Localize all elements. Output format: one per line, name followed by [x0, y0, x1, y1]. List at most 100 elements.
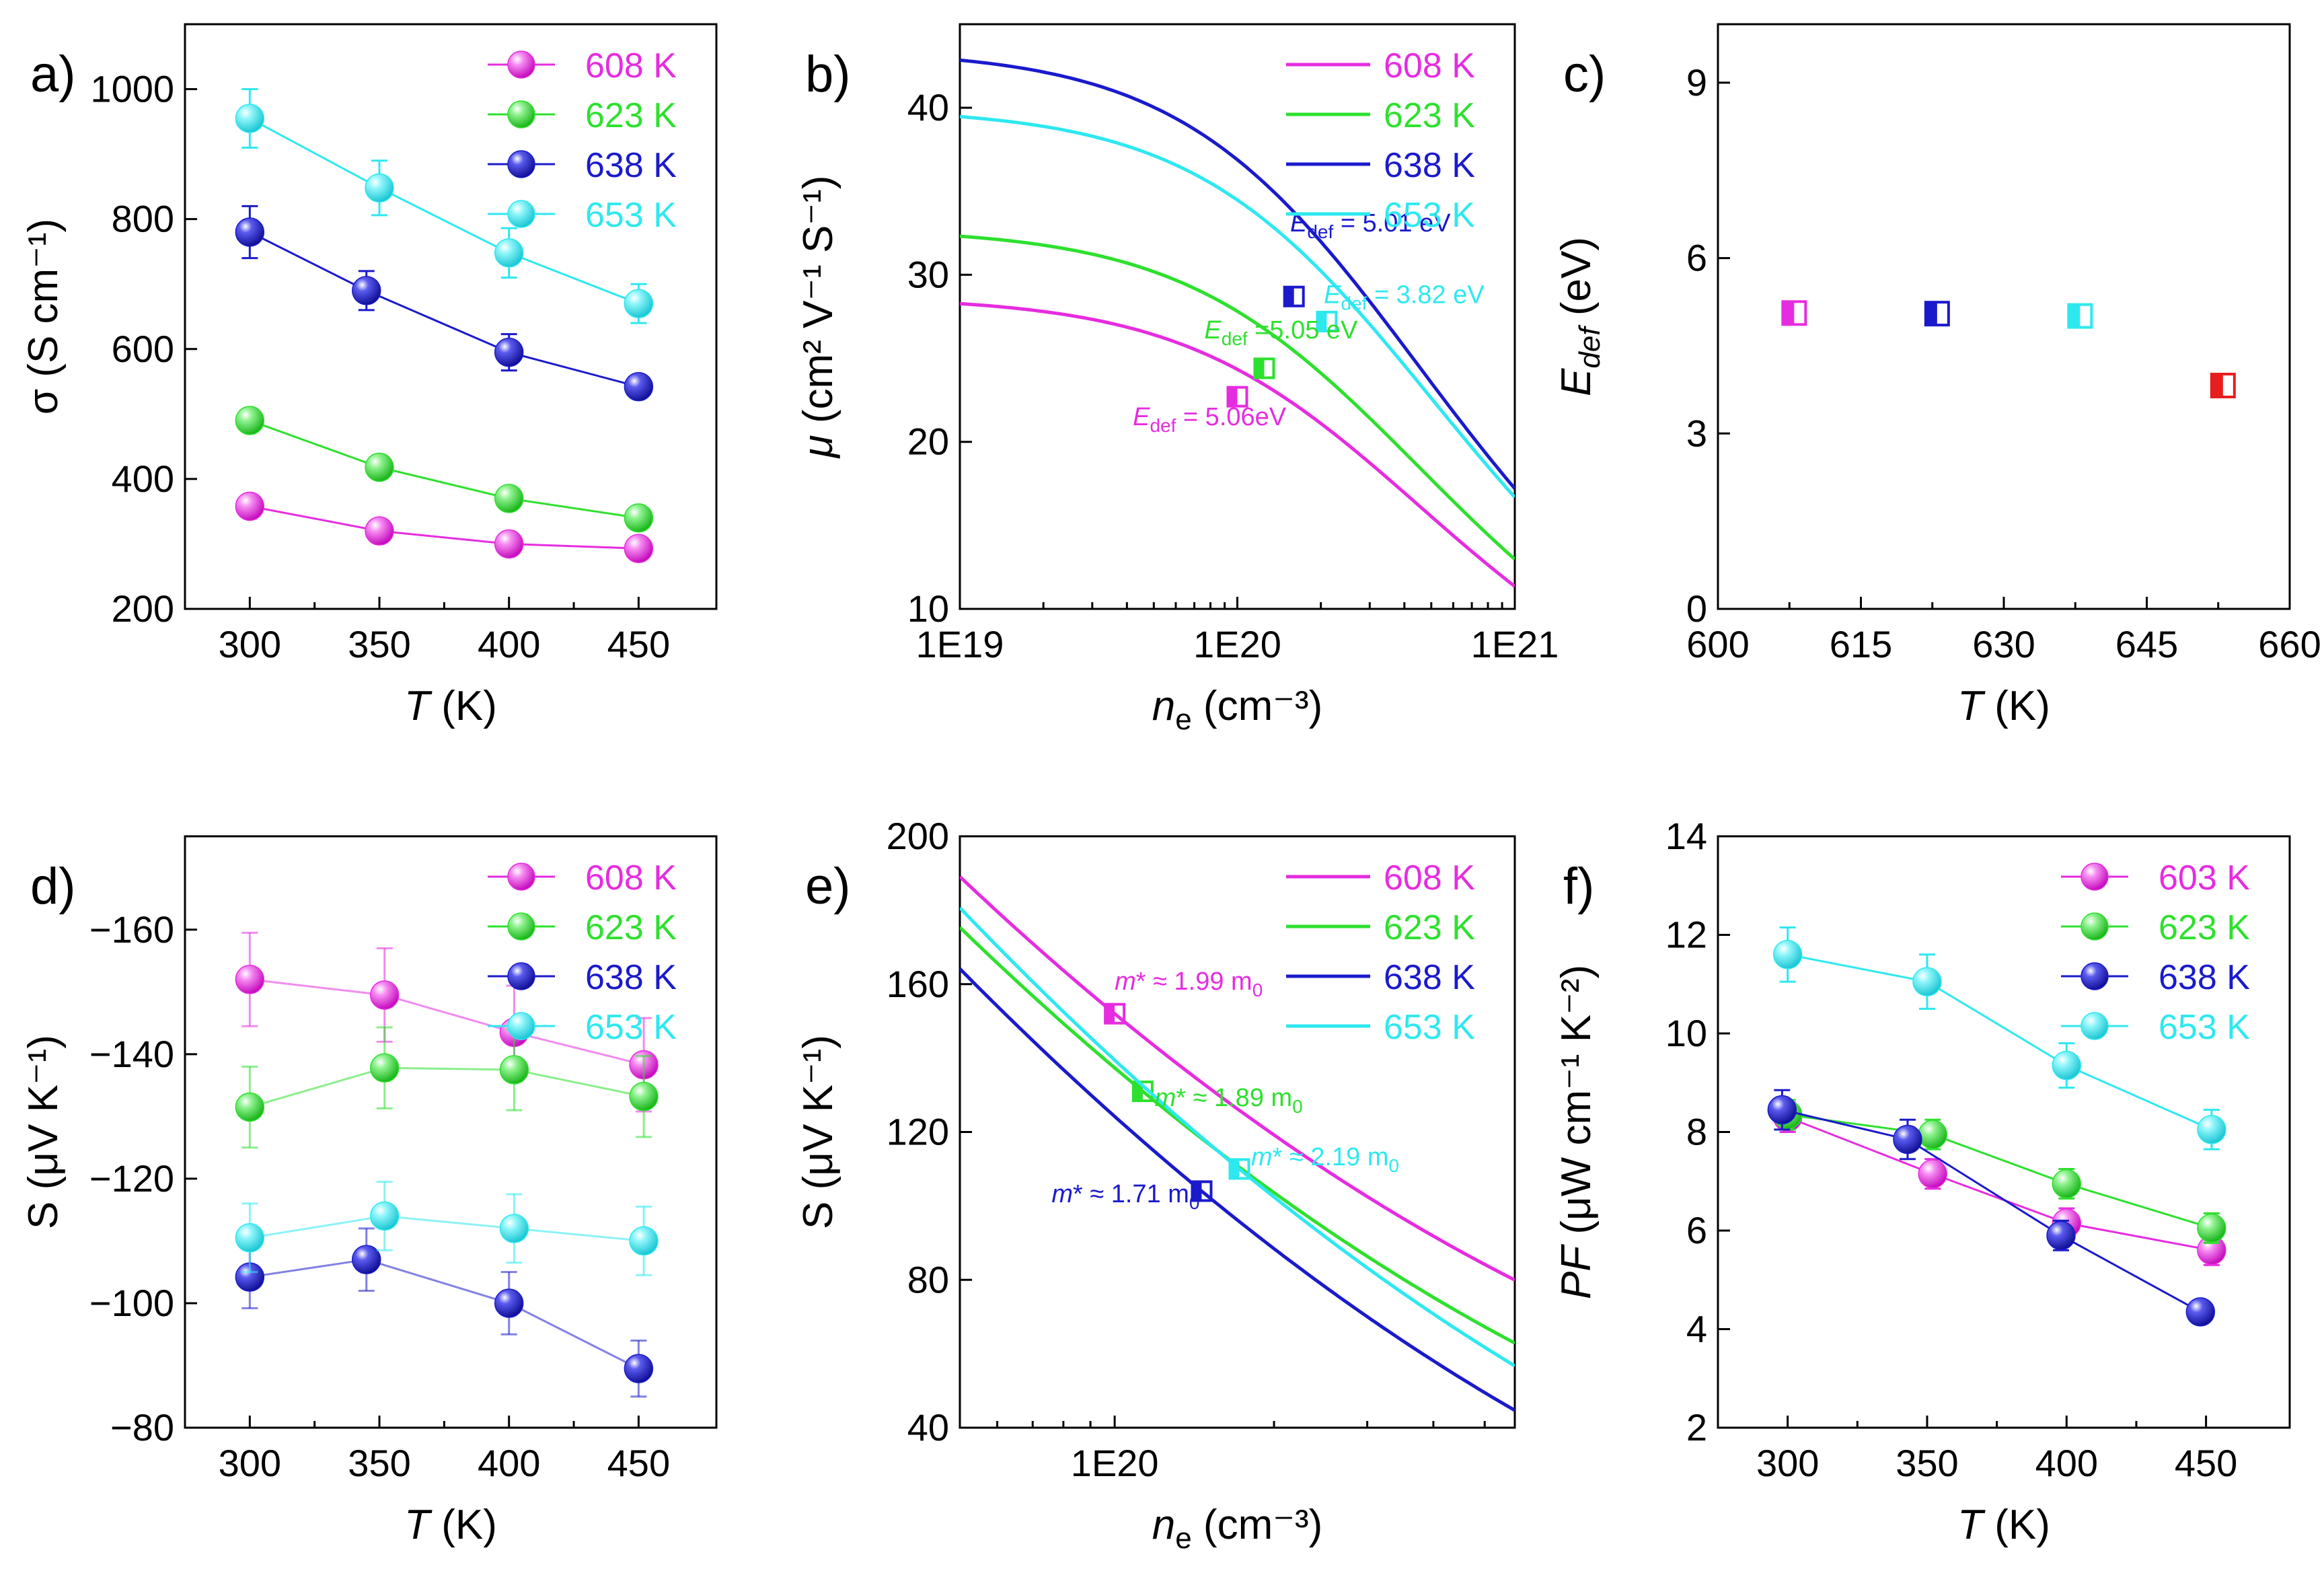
y-tick-label: 600 — [112, 328, 174, 370]
annotation-sub: 0 — [1189, 1192, 1200, 1213]
data-point — [365, 516, 394, 546]
panel-letter: e) — [805, 858, 851, 915]
data-point — [499, 1214, 529, 1243]
y-axis-label-unit: (μW cm⁻¹ K⁻²) — [1553, 965, 1600, 1246]
legend-label-623k: 623 K — [1384, 908, 1475, 947]
data-point — [494, 529, 524, 559]
data-point — [624, 1354, 654, 1383]
series-638k — [235, 1227, 654, 1398]
panel-b: b) 1E19 1E20 1E21 10 20 30 40 ne (cm⁻³) μ (cm² V⁻… — [795, 23, 1559, 736]
y-tick-label: 30 — [907, 253, 949, 295]
plot-frame — [1717, 23, 2291, 610]
data-point — [2210, 373, 2236, 399]
data-point — [1772, 940, 1803, 970]
annotation-value: * ≈ 2.19 m — [1273, 1143, 1389, 1171]
annotation: m* ≈ 2.19 m0 — [1251, 1143, 1399, 1176]
series-curve-608k — [960, 875, 1515, 1282]
data-point — [629, 1082, 659, 1111]
legend-label-623k: 623 K — [2159, 908, 2250, 947]
x-tick-label: 400 — [478, 1442, 540, 1484]
data-point — [2081, 863, 2109, 891]
series-curve-638k — [960, 58, 1515, 490]
data-point — [365, 452, 394, 482]
series-653k — [235, 1181, 659, 1276]
x-tick-label: 615 — [1830, 623, 1892, 665]
data-point — [2081, 962, 2109, 990]
x-axis-label-var: T — [404, 683, 433, 729]
data-point — [499, 1055, 529, 1085]
data-point — [235, 1092, 265, 1122]
x-tick-label: 300 — [1756, 1442, 1819, 1484]
x-axis-label-var: T — [404, 1502, 433, 1548]
x-axis-label-unit: (K) — [430, 683, 497, 729]
data-point — [1781, 300, 1807, 326]
data-point — [1104, 1002, 1126, 1025]
x-axis-label-unit: (cm⁻³) — [1192, 1502, 1323, 1548]
panel-letter: f) — [1563, 858, 1594, 915]
y-tick-label: 6 — [1686, 1209, 1707, 1251]
data-point — [1228, 1158, 1250, 1180]
data-point — [2067, 303, 2093, 329]
series-line — [250, 1214, 644, 1242]
y-tick-label: −80 — [110, 1406, 174, 1449]
x-tick-label: 350 — [1896, 1442, 1958, 1484]
data-point — [1918, 1159, 1948, 1189]
data-point — [369, 1201, 400, 1231]
annotation-sub: def — [1341, 293, 1367, 314]
data-point — [369, 1053, 400, 1083]
y-tick-label: 40 — [907, 86, 949, 129]
annotation-sub: 0 — [1389, 1155, 1400, 1176]
y-tick-label: 6 — [1686, 237, 1707, 279]
y-tick-label: −120 — [89, 1157, 174, 1200]
x-tick-label: 300 — [219, 1442, 281, 1484]
y-tick-label: 10 — [1665, 1012, 1707, 1054]
series-line — [1787, 1113, 2212, 1229]
x-axis-label-unit: (cm⁻³) — [1192, 683, 1323, 729]
y-tick-label: 120 — [887, 1111, 949, 1153]
panel-letter: d) — [30, 858, 76, 915]
legend-label-653k: 653 K — [1384, 196, 1475, 235]
data-point-fill — [1284, 287, 1294, 306]
annotation: Edef = 5.06eV — [1133, 403, 1287, 436]
series-653k — [1772, 926, 2226, 1150]
data-point — [624, 372, 654, 402]
data-point — [629, 1226, 659, 1256]
y-axis-label: μ (cm² V⁻¹ S⁻¹) — [795, 176, 841, 460]
y-axis-label-var: PF — [1553, 1244, 1600, 1299]
data-point-fill — [1228, 387, 1238, 406]
x-axis-label-sub: e — [1175, 1522, 1191, 1555]
legend-label-638k: 638 K — [585, 958, 677, 997]
data-point-fill — [1192, 1181, 1202, 1201]
legend-label-638k: 638 K — [1384, 146, 1475, 185]
data-point — [494, 337, 524, 367]
y-tick-label: 200 — [112, 587, 174, 630]
x-tick-label: 400 — [2035, 1442, 2098, 1484]
y-axis-label-var: E — [1553, 368, 1600, 396]
series-638k — [1767, 1089, 2216, 1327]
plot-frame — [184, 23, 718, 610]
series-line — [249, 419, 639, 519]
series-curve-653k — [960, 114, 1515, 499]
y-axis-label-unit: (eV) — [1553, 237, 1600, 327]
y-tick-label: 200 — [887, 815, 949, 857]
y-tick-label: 800 — [112, 198, 174, 240]
y-tick-label: 14 — [1665, 815, 1707, 857]
legend-label-653k: 653 K — [1384, 1008, 1475, 1047]
y-axis-label: PF (μW cm⁻¹ K⁻²) — [1553, 965, 1600, 1299]
x-axis-label-var: T — [1957, 683, 1986, 729]
y-axis-label: S (μV K⁻¹) — [795, 1035, 841, 1229]
panel-d: d) 300 350 400 450 −80 −100 −120 −140 −160 T (K) S … — [20, 835, 718, 1548]
data-point — [1316, 310, 1338, 332]
data-point — [507, 912, 535, 941]
legend-label-653k: 653 K — [2159, 1008, 2250, 1047]
y-axis-label-var: μ — [795, 435, 841, 459]
x-tick-label: 645 — [2115, 623, 2178, 665]
annotation-sub: def — [1307, 221, 1333, 242]
series-curve-608k — [960, 301, 1515, 588]
x-tick-label: 1E20 — [1193, 623, 1281, 665]
x-axis-label-unit: (K) — [430, 1502, 497, 1548]
x-tick-label: 450 — [2175, 1442, 2237, 1484]
x-axis-label: T (K) — [1957, 683, 2050, 729]
data-point — [1191, 1180, 1213, 1202]
annotation-value: = 3.82 eV — [1367, 281, 1485, 309]
